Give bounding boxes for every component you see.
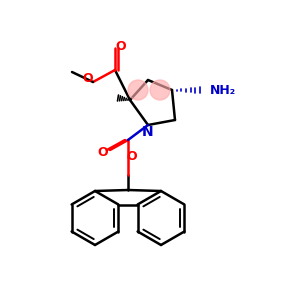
Text: O: O [127,151,137,164]
Text: O: O [116,40,126,52]
Text: O: O [83,73,93,85]
Circle shape [150,80,170,100]
Text: N: N [142,125,154,139]
Text: O: O [98,146,108,158]
Circle shape [128,80,148,100]
Text: NH₂: NH₂ [210,83,236,97]
